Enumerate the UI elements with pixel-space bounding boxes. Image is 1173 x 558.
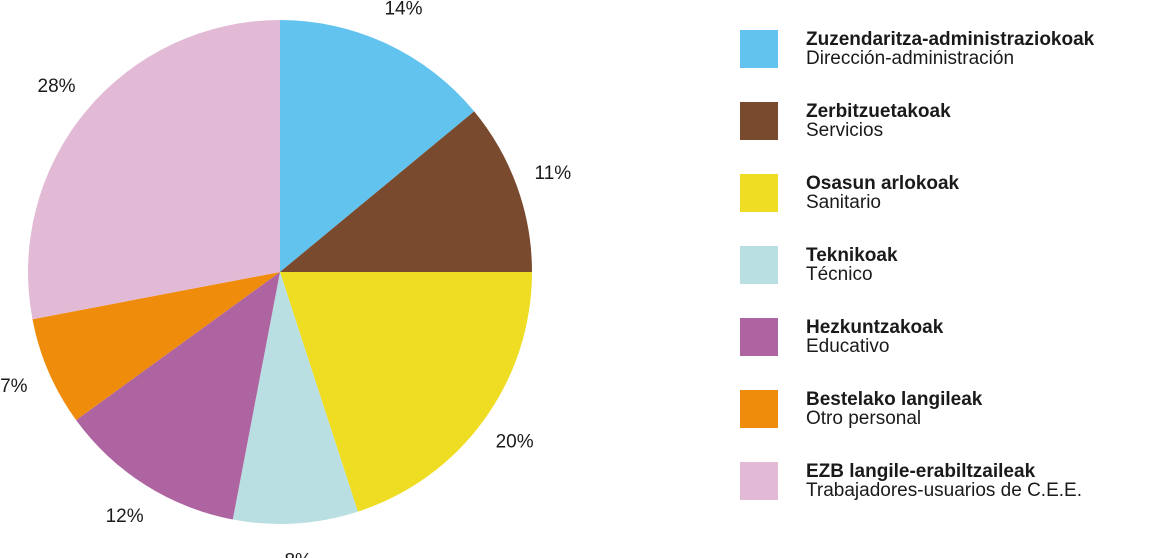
legend-swatch: [740, 30, 778, 68]
pie-slice: [232, 272, 358, 525]
legend-swatch: [740, 390, 778, 428]
legend-label: Zuzendaritza-administraziokoak: [806, 29, 1095, 50]
value-label: 8%: [284, 550, 312, 558]
value-label: 20%: [496, 431, 534, 452]
legend-label: Hezkuntzakoak: [806, 317, 944, 338]
legend-swatch: [740, 174, 778, 212]
legend-swatch: [740, 318, 778, 356]
legend-sublabel: Dirección-administración: [806, 48, 1014, 69]
pie-slice: [280, 272, 532, 512]
value-label: 28%: [38, 76, 76, 97]
legend-label: Zerbitzuetakoak: [806, 101, 951, 122]
legend-sublabel: Educativo: [806, 336, 889, 357]
value-label: 11%: [535, 163, 572, 184]
legend-label: Osasun arlokoak: [806, 173, 960, 194]
pie-slice: [280, 20, 475, 272]
legend-swatch: [740, 102, 778, 140]
legend-sublabel: Servicios: [806, 120, 883, 141]
legend-sublabel: Técnico: [806, 264, 873, 285]
value-label: 7%: [0, 376, 28, 397]
value-label: 12%: [106, 506, 144, 527]
pie-slice: [32, 272, 281, 421]
legend-label: Teknikoak: [806, 245, 898, 266]
legend-label: EZB langile-erabiltzaileak: [806, 461, 1036, 482]
legend-sublabel: Otro personal: [806, 408, 921, 429]
pie-slice: [76, 272, 280, 520]
legend-label: Bestelako langileak: [806, 389, 983, 410]
pie-slice: [280, 111, 532, 272]
legend-sublabel: Sanitario: [806, 192, 881, 213]
legend-swatch: [740, 246, 778, 284]
legend-sublabel: Trabajadores-usuarios de C.E.E.: [806, 480, 1082, 501]
legend-swatch: [740, 462, 778, 500]
pie-slice: [27, 20, 281, 320]
value-label: 14%: [384, 0, 422, 20]
